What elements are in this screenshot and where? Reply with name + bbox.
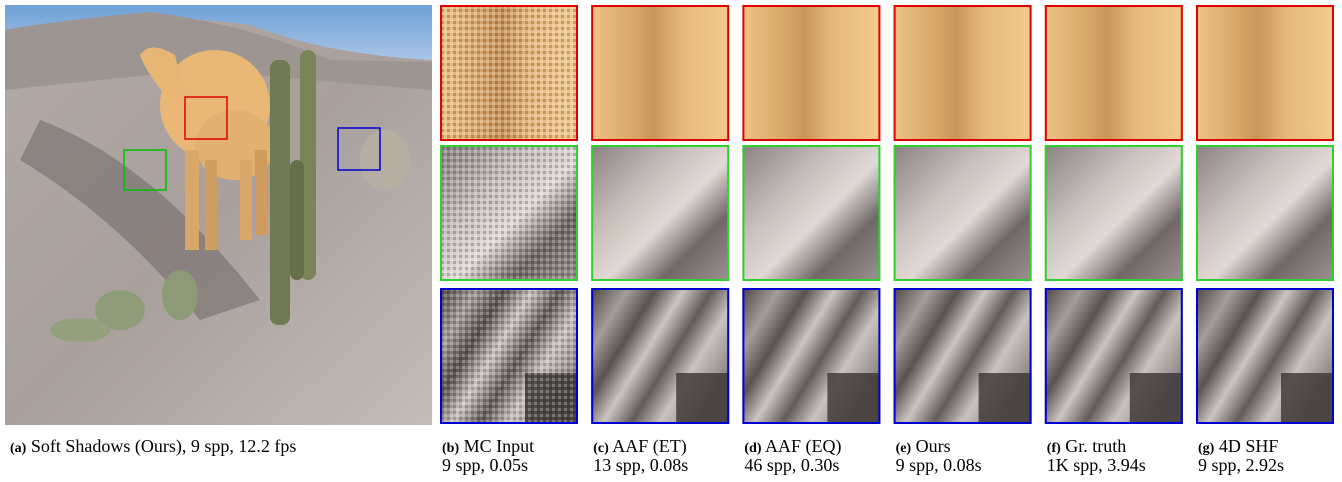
crop-image <box>827 373 880 424</box>
caption-label: (f) <box>1047 441 1061 456</box>
caption-label: (g) <box>1198 441 1214 456</box>
main-caption: (a) Soft Shadows (Ours), 9 spp, 12.2 fps <box>10 438 296 457</box>
caption-stats: 9 spp, 0.08s <box>896 455 982 475</box>
caption-stats: 13 spp, 0.08s <box>593 455 688 475</box>
caption-title: 4D SHF <box>1219 436 1279 456</box>
figure-images <box>0 0 1342 482</box>
crop-image <box>676 373 729 424</box>
caption-title: MC Input <box>464 436 535 456</box>
crop-image <box>1281 373 1334 424</box>
caption-title: Gr. truth <box>1065 436 1126 456</box>
crop-image <box>440 145 578 281</box>
caption-label: (b) <box>442 441 459 456</box>
crop-image <box>894 145 1032 281</box>
main-image <box>5 5 432 425</box>
crop-image <box>979 373 1032 424</box>
crop-image <box>1045 5 1183 141</box>
caption-title: AAF (ET) <box>612 436 687 456</box>
crop-image <box>440 288 578 424</box>
caption-title: AAF (EQ) <box>765 436 842 456</box>
caption-text: Soft Shadows (Ours), 9 spp, 12.2 fps <box>31 436 297 456</box>
caption-stats: 9 spp, 0.05s <box>442 455 528 475</box>
crop-image <box>742 5 880 141</box>
crop-image <box>894 5 1032 141</box>
caption-label: (a) <box>10 441 26 456</box>
caption-label: (e) <box>896 441 912 456</box>
crop-image <box>742 145 880 281</box>
crop-image <box>591 145 729 281</box>
caption-label: (c) <box>593 441 609 456</box>
caption-stats: 1K spp, 3.94s <box>1047 455 1146 475</box>
crop-image <box>1196 145 1334 281</box>
crop-image <box>591 5 729 141</box>
figure: (a) Soft Shadows (Ours), 9 spp, 12.2 fps… <box>0 0 1342 482</box>
crop-image <box>1196 5 1334 141</box>
crop-image <box>1045 145 1183 281</box>
crop-image <box>1130 373 1183 424</box>
caption-title: Ours <box>916 436 951 456</box>
crop-panels <box>440 5 1334 424</box>
crop-image <box>440 5 578 141</box>
caption-stats: 46 spp, 0.30s <box>744 455 839 475</box>
panel-caption: (c) AAF (ET)13 spp, 0.08s <box>593 438 688 474</box>
caption-label: (d) <box>744 441 761 456</box>
panel-caption: (d) AAF (EQ)46 spp, 0.30s <box>744 438 841 474</box>
caption-stats: 9 spp, 2.92s <box>1198 455 1284 475</box>
